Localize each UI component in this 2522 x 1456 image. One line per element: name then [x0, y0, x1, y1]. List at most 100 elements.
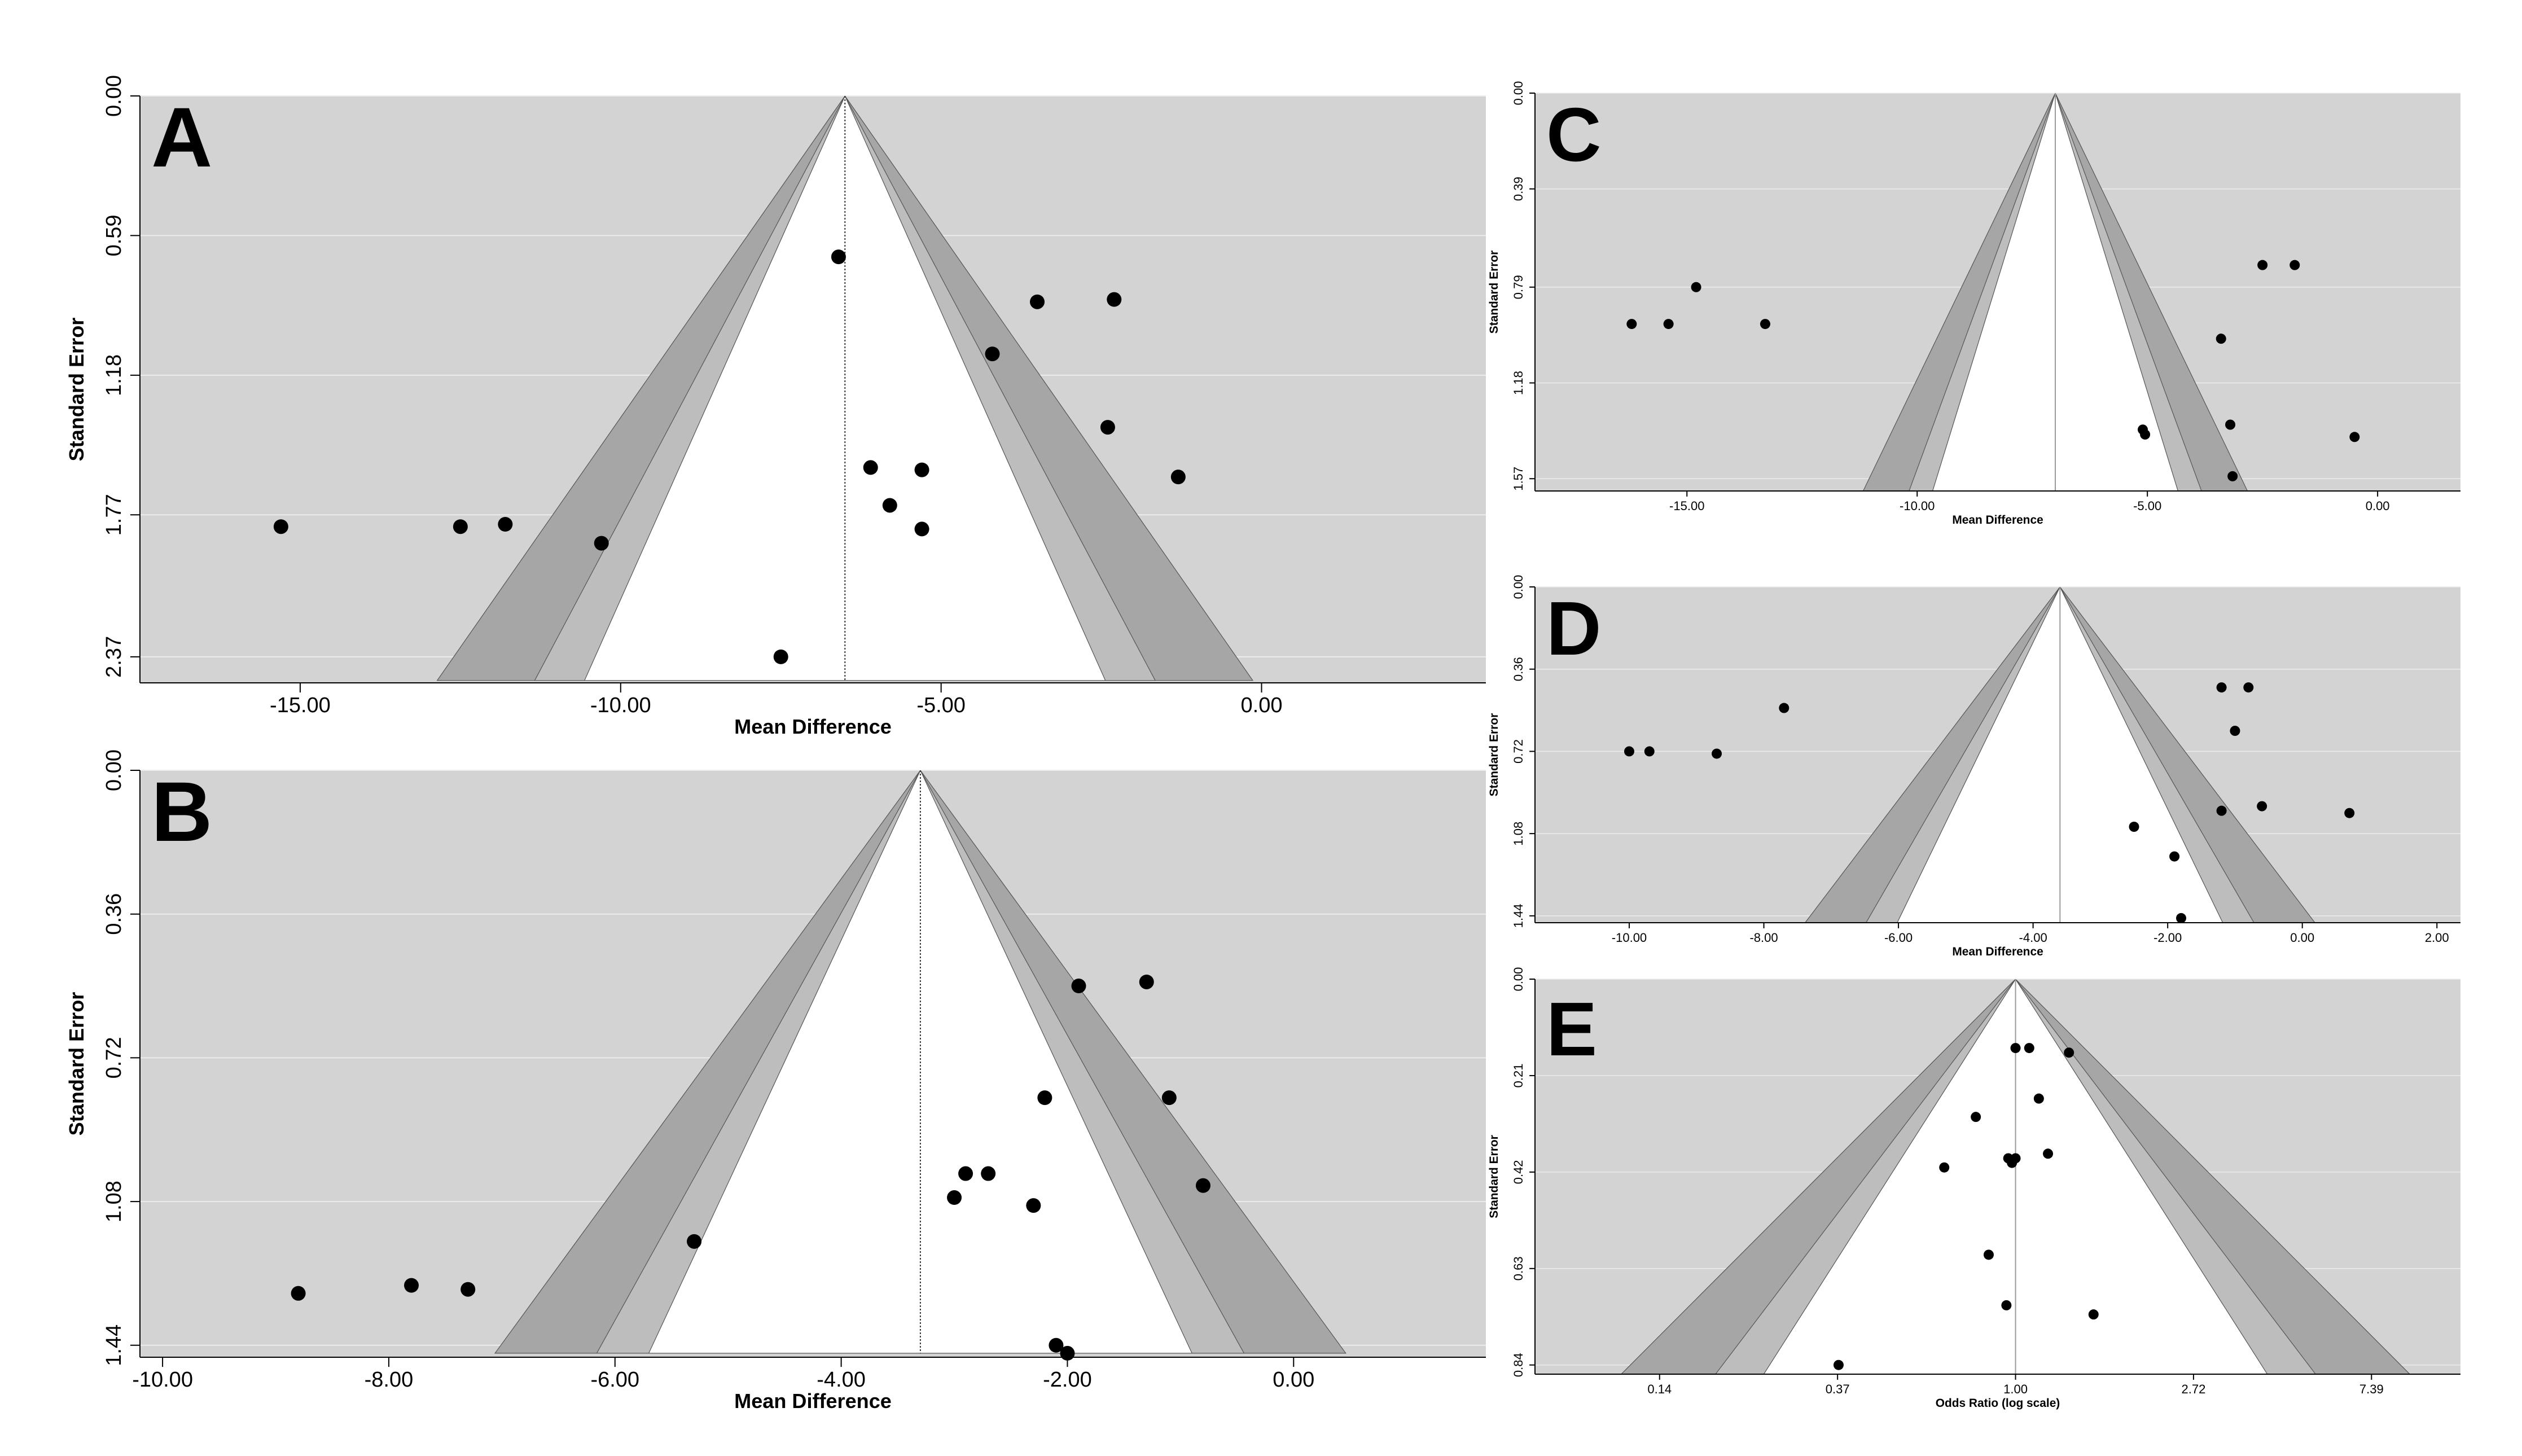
study-point — [2140, 429, 2151, 440]
y-tick-label: 0.63 — [1511, 1256, 1525, 1280]
y-tick-label: 1.77 — [102, 494, 126, 536]
study-point — [273, 519, 288, 534]
study-point — [958, 1166, 973, 1181]
study-point — [291, 1286, 306, 1301]
funnel-plot-a: -15.00 -10.00 -5.00 0.00 0.00 0.59 1.18 1.77 2.3… — [65, 75, 1486, 738]
study-point — [773, 649, 788, 664]
study-point — [981, 1166, 996, 1181]
funnel-plot-e: 0.14 0.37 1.00 2.72 7.39 0.00 0.21 0.42 0.63 0.84… — [1488, 967, 2460, 1410]
funnel-regions — [1804, 587, 2315, 923]
x-tick-label: 1.00 — [2003, 1382, 2028, 1396]
y-tick-label: 0.39 — [1511, 177, 1525, 201]
y-tick-label: 2.37 — [102, 636, 126, 678]
funnel-plot-b: -10.00 -8.00 -6.00 -4.00 -2.00 0.00 0.00 0.36 0.… — [65, 749, 1486, 1413]
x-tick-label: 0.00 — [1273, 1368, 1314, 1392]
study-point — [863, 460, 878, 475]
study-point — [1026, 1198, 1041, 1213]
x-axis-label: Mean Difference — [734, 715, 892, 738]
study-point — [831, 249, 846, 265]
study-point — [1644, 746, 1655, 757]
study-point — [404, 1278, 419, 1293]
study-point — [1100, 420, 1115, 435]
study-point — [985, 347, 1000, 362]
study-point — [2129, 822, 2139, 832]
study-point — [2176, 913, 2187, 923]
funnel-plot-d: -10.00 -8.00 -6.00 -4.00 -2.00 0.00 2.00 0.00 0.… — [1488, 575, 2460, 958]
study-point — [2225, 419, 2236, 430]
study-point — [1939, 1162, 1950, 1173]
y-axis-label: Standard Error — [1488, 1135, 1501, 1218]
panel-letter-e: E — [1546, 986, 1597, 1072]
y-tick-label: 0.42 — [1511, 1160, 1525, 1184]
y-tick-label: 0.21 — [1511, 1064, 1525, 1088]
study-point — [1139, 974, 1154, 989]
study-point — [1712, 748, 1722, 759]
study-point — [1779, 703, 1789, 713]
y-tick-label: 1.57 — [1511, 467, 1525, 491]
study-point — [687, 1234, 702, 1249]
x-tick-label: -5.00 — [2133, 499, 2161, 513]
study-point — [1030, 294, 1045, 309]
study-point — [2043, 1148, 2054, 1159]
x-tick-label: 0.00 — [2290, 931, 2314, 945]
y-tick-label: 0.72 — [1511, 739, 1525, 764]
x-axis-label: Mean Difference — [734, 1389, 892, 1413]
study-point — [2024, 1043, 2034, 1054]
study-point — [2169, 851, 2180, 862]
study-point — [2010, 1043, 2021, 1054]
panel-letter-a: A — [151, 90, 212, 185]
study-point — [2230, 726, 2240, 736]
study-point — [2216, 805, 2227, 816]
x-tick-label: -10.00 — [1900, 499, 1935, 513]
x-tick-label: -10.00 — [1612, 931, 1647, 945]
study-point — [594, 536, 609, 551]
x-tick-label: -4.00 — [2019, 931, 2047, 945]
y-axis-label: Standard Error — [1488, 713, 1501, 796]
study-point — [2289, 260, 2300, 270]
study-point — [2243, 682, 2254, 693]
study-point — [2216, 682, 2227, 693]
study-point — [1691, 282, 1701, 292]
x-tick-label: -6.00 — [590, 1368, 639, 1392]
x-tick-label: -15.00 — [270, 694, 331, 717]
y-tick-label: 0.79 — [1511, 275, 1525, 299]
funnel-regions — [494, 770, 1346, 1354]
y-tick-label: 0.84 — [1511, 1353, 1525, 1377]
x-axis-label: Mean Difference — [1952, 945, 2043, 958]
study-point — [882, 498, 897, 513]
y-tick-label: 1.08 — [1511, 822, 1525, 846]
study-point — [1161, 1090, 1177, 1106]
funnel-plot-c: -15.00 -10.00 -5.00 0.00 0.00 0.39 0.79 1.18 1.5… — [1488, 81, 2460, 527]
study-point — [1195, 1178, 1210, 1193]
study-point — [2216, 334, 2226, 344]
y-tick-label: 1.44 — [1511, 904, 1525, 928]
study-point — [1760, 319, 1770, 330]
study-point — [1626, 319, 1637, 330]
study-point — [1037, 1090, 1052, 1106]
y-tick-label: 0.00 — [1511, 967, 1525, 992]
study-point — [2088, 1309, 2099, 1320]
study-point — [1971, 1112, 1981, 1122]
y-tick-label: 0.72 — [102, 1037, 126, 1078]
study-point — [1833, 1359, 1844, 1370]
x-tick-label: 0.00 — [2366, 499, 2390, 513]
y-tick-label: 1.18 — [1511, 371, 1525, 395]
x-tick-label: -5.00 — [916, 694, 966, 717]
y-tick-label: 0.00 — [1511, 575, 1525, 599]
panel-letter-c: C — [1546, 92, 1602, 177]
y-tick-label: 1.08 — [102, 1181, 126, 1222]
y-axis-label: Standard Error — [65, 318, 88, 462]
y-tick-label: 0.59 — [102, 214, 126, 256]
y-tick-label: 1.18 — [102, 354, 126, 396]
x-axis-label: Mean Difference — [1952, 514, 2043, 527]
x-tick-label: -6.00 — [1884, 931, 1913, 945]
study-point — [2344, 808, 2355, 818]
y-tick-label: 0.36 — [102, 893, 126, 935]
x-tick-label: 2.00 — [2425, 931, 2449, 945]
study-point — [2001, 1300, 2012, 1310]
study-point — [914, 462, 929, 477]
funnel-regions — [1862, 93, 2248, 491]
study-point — [914, 521, 929, 537]
study-point — [1624, 746, 1634, 757]
